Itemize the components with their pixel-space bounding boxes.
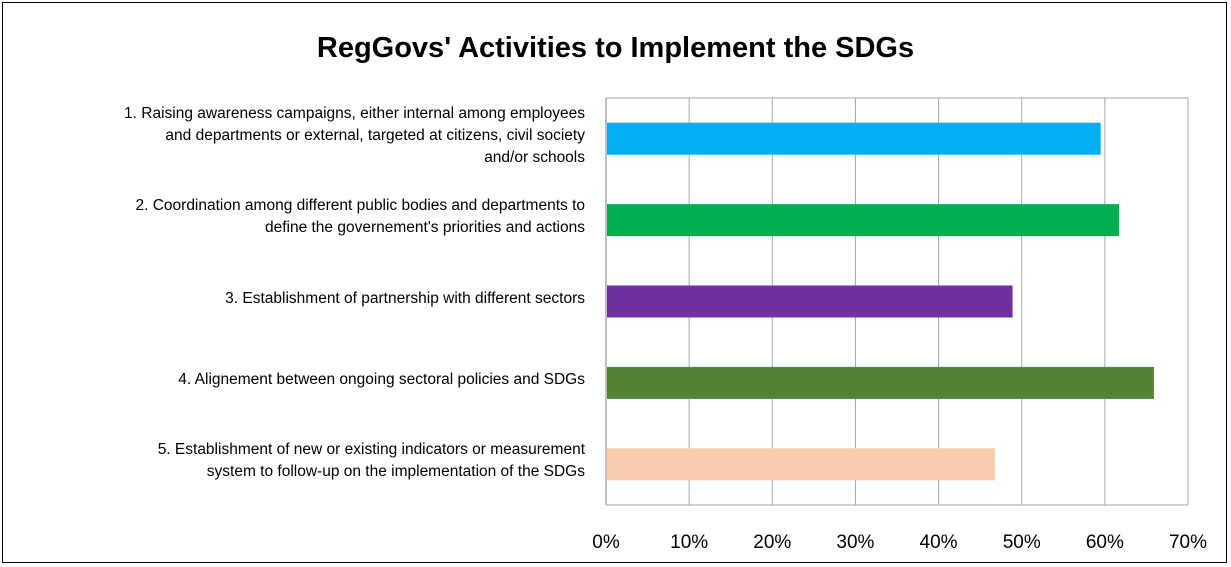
bar — [607, 367, 1154, 399]
x-tick-label: 20% — [753, 532, 791, 553]
x-tick-label: 70% — [1169, 532, 1207, 553]
x-tick-label: 60% — [1086, 532, 1124, 553]
x-tick-label: 30% — [836, 532, 874, 553]
x-tick-label: 40% — [920, 532, 958, 553]
x-tick-label: 50% — [1003, 532, 1041, 553]
bar — [607, 448, 995, 480]
bar — [607, 204, 1119, 236]
x-tick-label: 0% — [592, 532, 620, 553]
bar — [607, 123, 1101, 155]
bar — [607, 286, 1013, 318]
x-tick-label: 10% — [670, 532, 708, 553]
